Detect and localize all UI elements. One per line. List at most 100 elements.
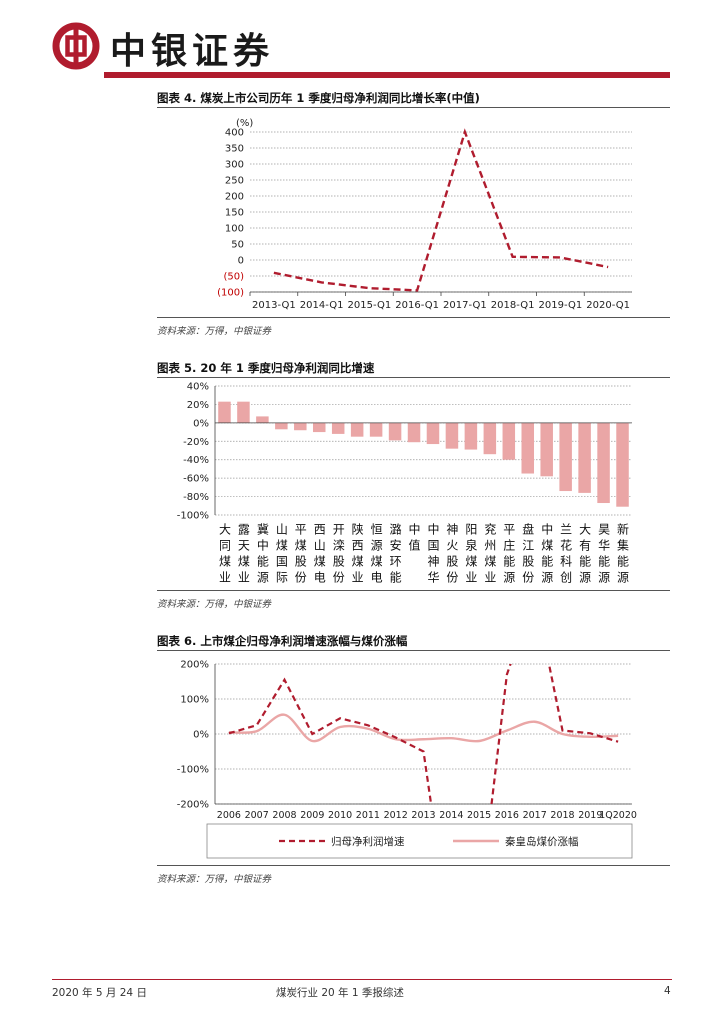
figure-5-source: 资料来源：万得，中银证券 xyxy=(157,599,272,610)
category-label: 陕西煤业 xyxy=(350,522,364,587)
y-tick-label: -20% xyxy=(183,437,209,448)
bar xyxy=(616,422,629,507)
category-label: 潞安环能 xyxy=(388,522,402,587)
bar xyxy=(218,401,231,423)
y-tick-label: 50 xyxy=(231,240,244,251)
logo-text: 中银证券 xyxy=(110,30,275,72)
category-label: 兰花科创 xyxy=(559,523,573,587)
y-tick-label: -100% xyxy=(177,511,209,522)
footer-page-number: 4 xyxy=(664,985,671,997)
bar xyxy=(502,422,516,460)
series-line-profit-growth xyxy=(228,664,619,804)
figure-6-title: 图表 6. 上市煤企归母净利润增速涨幅与煤价涨幅 xyxy=(157,634,408,648)
figure-5-bar-chart: 40% 20% 0% -20% -40% -60% -80% -100% 大同煤业 露天煤业 冀中能… xyxy=(177,382,632,587)
x-tick-label: 2008 xyxy=(272,810,296,821)
category-label: 神火股份 xyxy=(445,523,459,587)
category-label: 昊华能源 xyxy=(597,523,611,587)
y-tick-label: 200% xyxy=(180,660,209,671)
x-tick-label: 2015 xyxy=(467,810,491,821)
bar xyxy=(407,422,421,443)
bar xyxy=(483,422,497,455)
y-tick-label: -100% xyxy=(177,765,209,776)
category-label: 开滦股份 xyxy=(331,523,345,587)
figure-5-title: 图表 5. 20 年 1 季度归母净利润同比增速 xyxy=(157,361,375,375)
category-label: 山煤国际 xyxy=(274,523,288,587)
category-label: 冀中能源 xyxy=(255,523,269,587)
y-tick-label: -200% xyxy=(177,800,209,811)
x-tick-label: 2019-Q1 xyxy=(539,300,583,311)
category-label: 西山煤电 xyxy=(312,523,326,587)
y-tick-label: 100 xyxy=(225,224,244,235)
bar xyxy=(464,422,478,450)
footer-date: 2020 年 5 月 24 日 xyxy=(52,987,147,999)
x-tick-label: 2014 xyxy=(439,810,463,821)
y-tick-label: 250 xyxy=(225,176,244,187)
category-label: 大有能源 xyxy=(578,523,592,587)
x-tick-label: 2011 xyxy=(356,810,380,821)
figure-4-bottom-rule xyxy=(157,317,670,318)
figure-5-top-rule xyxy=(157,377,670,378)
figure-6-top-rule xyxy=(157,650,670,651)
bar xyxy=(388,422,402,441)
bar xyxy=(597,422,610,504)
bar xyxy=(578,422,591,493)
x-tick-label: 2019 xyxy=(578,810,602,821)
y-tick-label: 40% xyxy=(187,382,209,393)
category-label: 平煤股份 xyxy=(293,523,307,587)
y-tick-label: -60% xyxy=(183,474,209,485)
y-tick-label: 400 xyxy=(225,128,244,139)
x-tick-label: 2007 xyxy=(245,810,269,821)
x-tick-label: 2009 xyxy=(300,810,324,821)
bar xyxy=(445,422,459,449)
category-label: 阳泉煤业 xyxy=(464,523,478,587)
figure-4-line-chart: 400 350 300 250 200 150 100 50 0 (50) (100) (%) 2013… xyxy=(217,118,632,311)
x-tick-label: 2015-Q1 xyxy=(348,300,392,311)
x-tick-label: 2017 xyxy=(523,810,547,821)
bar xyxy=(521,422,535,474)
y-tick-label: -80% xyxy=(183,492,209,503)
x-tick-label: 2010 xyxy=(328,810,352,821)
category-label: 中煤能源 xyxy=(540,522,554,587)
bar xyxy=(426,422,440,445)
x-tick-label: 2006 xyxy=(217,810,241,821)
y-tick-label: 350 xyxy=(225,144,244,155)
y-tick-label: (50) xyxy=(223,272,244,283)
figure-4-top-rule xyxy=(157,107,670,108)
y-tick-label: 200 xyxy=(225,192,244,203)
x-tick-label: 1Q2020 xyxy=(599,810,637,821)
figure-6-line-chart: 200% 100% 0% -100% -200% 2006 2007 2008 2009 2010… xyxy=(177,660,637,859)
category-label: 大同煤业 xyxy=(217,523,231,587)
figure-4-title: 图表 4. 煤炭上市公司历年 1 季度归母净利润同比增长率(中值) xyxy=(157,91,480,105)
legend-label-profit: 归母净利润增速 xyxy=(331,835,405,848)
y-tick-label: 300 xyxy=(225,160,244,171)
x-tick-label: 2013 xyxy=(411,810,435,821)
bar xyxy=(294,422,307,431)
y-tick-label: 150 xyxy=(225,208,244,219)
footer-report-title: 煤炭行业 20 年 1 季报综述 xyxy=(276,987,404,999)
category-label: 中值 xyxy=(407,522,421,555)
x-tick-label: 2016-Q1 xyxy=(395,300,439,311)
x-tick-label: 2018-Q1 xyxy=(491,300,535,311)
header-accent-bar xyxy=(104,72,670,78)
bar xyxy=(559,422,572,492)
y-tick-label: -40% xyxy=(183,455,209,466)
category-label: 平庄能源 xyxy=(502,523,516,587)
category-label: 新集能源 xyxy=(616,522,630,587)
x-tick-label: 2013-Q1 xyxy=(252,300,296,311)
legend-label-coal-price: 秦皇岛煤价涨幅 xyxy=(505,835,579,848)
category-label: 中国神华 xyxy=(426,522,440,587)
bar xyxy=(312,422,326,433)
bar xyxy=(331,422,345,434)
footer-rule xyxy=(52,979,672,980)
bar xyxy=(275,422,288,430)
x-tick-label: 2018 xyxy=(550,810,574,821)
legend-box xyxy=(206,823,633,859)
series-line-coal-price xyxy=(228,713,619,743)
y-tick-label: 0 xyxy=(238,256,244,267)
series-line xyxy=(273,128,609,292)
figure-4-source: 资料来源：万得，中银证券 xyxy=(157,326,272,337)
x-tick-label: 2014-Q1 xyxy=(300,300,344,311)
y-tick-label: 100% xyxy=(180,695,209,706)
y-tick-label: 0% xyxy=(193,730,209,741)
category-label: 盘江股份 xyxy=(521,522,535,587)
